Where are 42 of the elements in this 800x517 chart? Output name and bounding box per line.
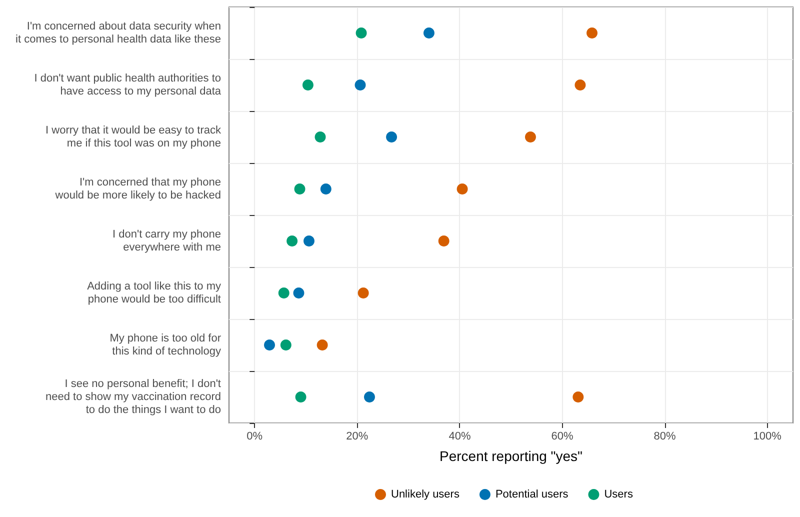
point (264, 340, 276, 350)
y-tick-label: My phone is too old for this kind of technology (110, 332, 222, 358)
x-tick-label: 80% (654, 430, 676, 442)
y-tick-label: I'm concerned that my phone would be more likely to be hacked (54, 176, 221, 202)
point (293, 288, 304, 298)
point (524, 132, 536, 142)
point (316, 340, 328, 350)
point (438, 236, 450, 246)
point (423, 28, 434, 38)
legend-label: Unlikely users (391, 488, 460, 500)
x-tick-label: 0% (246, 430, 263, 442)
point (356, 28, 367, 38)
x-tick-label: 40% (448, 430, 471, 442)
point (354, 80, 366, 90)
y-tick-label: I don't carry my phone everywhere with me (112, 228, 221, 254)
point (586, 28, 598, 38)
point (295, 392, 306, 402)
y-tick-label: I see no personal benefit; I don't need to show my vaccination record to do the things I want to do (46, 378, 221, 416)
point (314, 132, 326, 142)
point (358, 288, 369, 298)
point (386, 132, 398, 142)
x-axis-title: Percent reporting "yes" (439, 448, 583, 464)
point (278, 288, 290, 298)
point (364, 392, 375, 402)
point (572, 392, 584, 402)
point (303, 236, 314, 246)
point (294, 184, 306, 194)
y-tick-label: I worry that it would be easy to track me if this tool was on my phone (46, 124, 222, 150)
x-tick-label: 20% (346, 430, 368, 442)
point (280, 340, 292, 350)
point (286, 236, 298, 246)
legend-label: Users (604, 488, 634, 500)
point (574, 80, 586, 90)
y-tick-label: Adding a tool like this to my phone would be too difficult (87, 280, 222, 306)
y-tick-label: I don't want public health authorities to have access to my personal data (34, 72, 222, 98)
x-tick-label: 60% (551, 430, 574, 442)
x-tick-label: 100% (753, 430, 782, 442)
point (302, 80, 314, 90)
point (456, 184, 468, 194)
point (320, 184, 332, 194)
legend-label: Potential users (495, 488, 569, 500)
y-tick-label: I'm concerned about data security when it comes to personal health data like these (16, 20, 221, 46)
